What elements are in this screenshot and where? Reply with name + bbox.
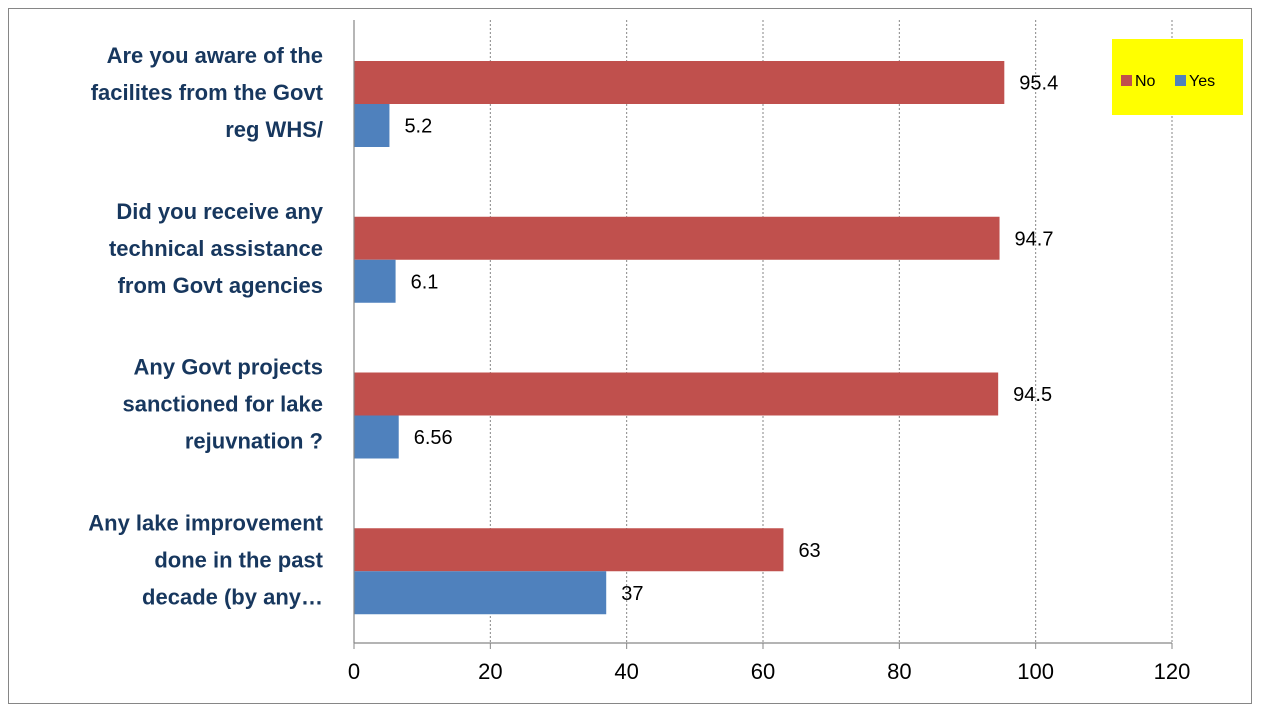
bar-no <box>354 61 1005 104</box>
x-tick-label: 40 <box>614 659 638 684</box>
x-tick-label: 120 <box>1154 659 1191 684</box>
bar-yes <box>354 415 399 459</box>
category-label-line: reg WHS/ <box>225 117 323 142</box>
bars <box>354 61 1005 615</box>
data-label-yes: 6.1 <box>411 271 439 293</box>
category-label-line: from Govt agencies <box>118 273 323 298</box>
bar-yes <box>354 259 396 303</box>
category-label: Are you aware of the facilites from the G… <box>91 43 324 142</box>
category-label: Any lake improvement done in the past deca… <box>88 510 323 609</box>
legend-swatch-no <box>1121 75 1132 86</box>
legend: No Yes <box>1112 39 1243 115</box>
data-label-no: 94.7 <box>1015 228 1054 250</box>
category-label-line: done in the past <box>154 547 323 572</box>
data-label-no: 95.4 <box>1019 73 1058 95</box>
axes: 0 20 40 60 80 100 120 Are you aware of the facil… <box>88 20 1190 684</box>
data-label-no: 63 <box>798 540 820 562</box>
legend-swatch-yes <box>1175 75 1186 86</box>
category-label-line: technical assistance <box>109 236 323 261</box>
category-label-line: Any Govt projects <box>134 355 323 380</box>
category-label-line: decade (by any… <box>142 584 323 609</box>
x-tick-label: 80 <box>887 659 911 684</box>
x-tick-label: 0 <box>348 659 360 684</box>
legend-label-no: No <box>1135 73 1156 90</box>
bar-yes <box>354 571 607 615</box>
bar-no <box>354 528 784 572</box>
data-label-yes: 37 <box>621 583 643 605</box>
bar-no <box>354 372 999 416</box>
category-label-line: rejuvnation ? <box>185 429 323 454</box>
category-label-line: Did you receive any <box>116 199 323 224</box>
category-label: Did you receive any technical assistance f… <box>109 199 324 298</box>
legend-label-yes: Yes <box>1189 73 1215 90</box>
data-label-no: 94.5 <box>1013 384 1052 406</box>
data-label-yes: 5.2 <box>404 116 432 138</box>
bar-no <box>354 216 1000 260</box>
category-label-line: facilites from the Govt <box>91 80 324 105</box>
category-label-line: Are you aware of the <box>107 43 323 68</box>
category-label-line: Any lake improvement <box>88 510 323 535</box>
category-label-line: sanctioned for lake <box>122 392 323 417</box>
data-label-yes: 6.56 <box>414 427 453 449</box>
data-labels: 95.4 5.2 94.7 6.1 94.5 6.56 63 37 <box>404 73 1058 605</box>
chart-frame <box>8 8 1252 704</box>
bar-yes <box>354 104 390 147</box>
category-label: Any Govt projects sanctioned for lake reju… <box>122 355 323 454</box>
x-tick-label: 100 <box>1017 659 1054 684</box>
x-tick-label: 20 <box>478 659 502 684</box>
x-tick-label: 60 <box>751 659 775 684</box>
